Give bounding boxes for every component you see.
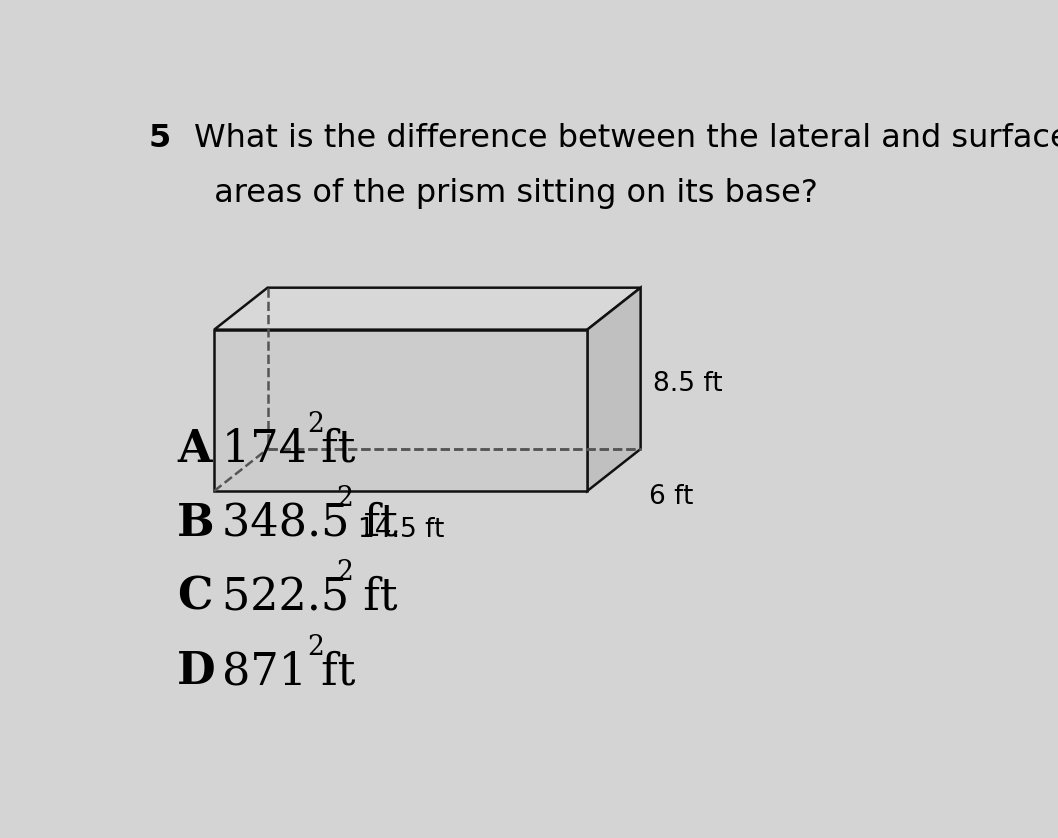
Text: 2: 2 xyxy=(336,560,353,587)
Text: 348.5 ft: 348.5 ft xyxy=(222,502,398,545)
Polygon shape xyxy=(214,287,641,329)
Text: B: B xyxy=(178,502,215,545)
Text: 14.5 ft: 14.5 ft xyxy=(358,517,444,543)
Text: D: D xyxy=(178,650,216,693)
Text: 2: 2 xyxy=(336,485,353,512)
Polygon shape xyxy=(214,329,587,491)
Text: 5: 5 xyxy=(148,123,171,154)
Polygon shape xyxy=(587,287,641,491)
Text: A: A xyxy=(178,427,212,470)
Text: C: C xyxy=(178,576,213,619)
Text: 2: 2 xyxy=(307,634,324,660)
Text: 174 ft: 174 ft xyxy=(222,427,355,471)
Text: 871 ft: 871 ft xyxy=(222,650,355,693)
Text: 6 ft: 6 ft xyxy=(649,484,693,510)
Text: What is the difference between the lateral and surface: What is the difference between the later… xyxy=(194,123,1058,154)
Text: 8.5 ft: 8.5 ft xyxy=(653,371,723,397)
Text: 2: 2 xyxy=(307,411,324,438)
Text: 522.5 ft: 522.5 ft xyxy=(222,576,398,619)
Text: areas of the prism sitting on its base?: areas of the prism sitting on its base? xyxy=(194,178,818,209)
